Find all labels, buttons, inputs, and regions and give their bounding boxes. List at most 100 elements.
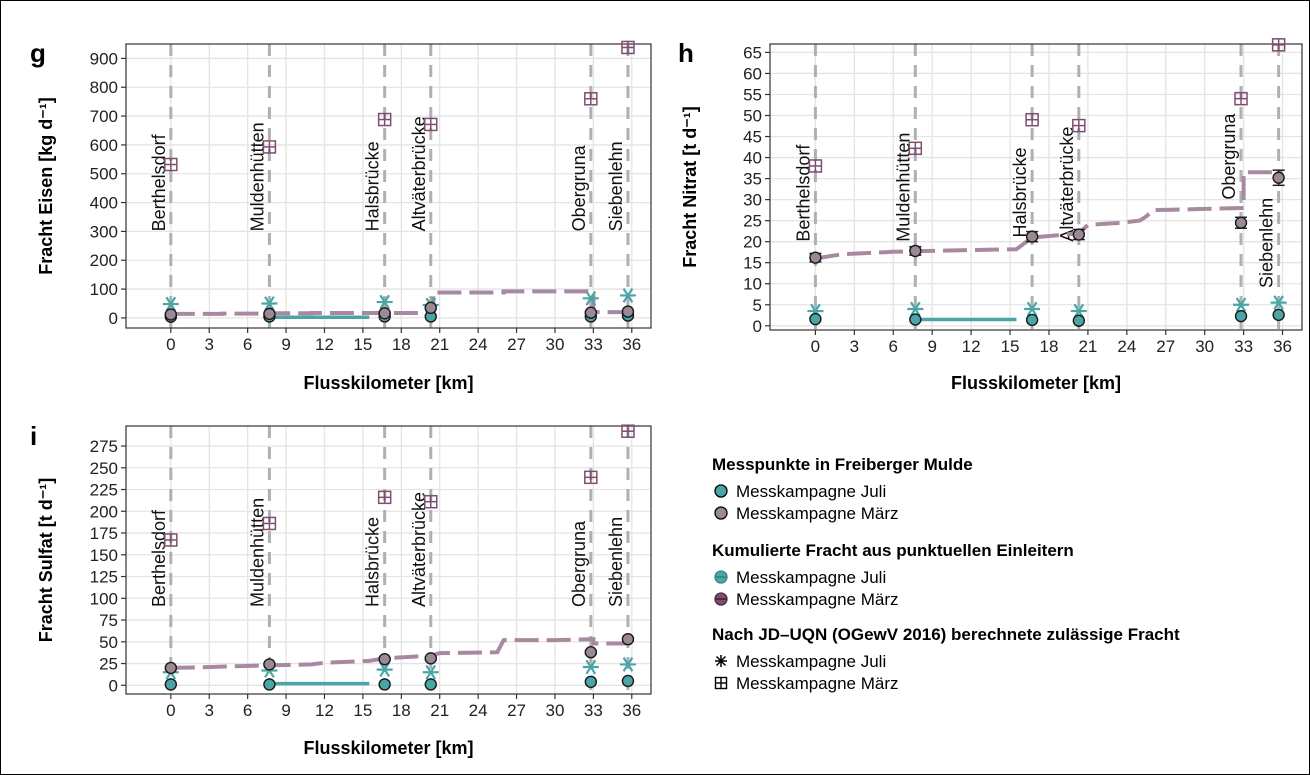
- july-measurement-point: [909, 313, 922, 326]
- y-tick-label: 50: [99, 633, 118, 652]
- legend-group1-title: Messpunkte in Freiberger Mulde: [712, 455, 973, 474]
- y-tick-label: 65: [743, 43, 762, 62]
- x-tick-label: 33: [584, 701, 603, 720]
- march-limit-marker: [262, 140, 277, 154]
- star-stroke: [1235, 297, 1247, 313]
- x-tick-label: 0: [166, 701, 175, 720]
- star-stroke: [585, 290, 597, 306]
- y-tick-label: 600: [90, 136, 118, 155]
- x-tick-label: 27: [1156, 337, 1175, 356]
- july-measurement-point: [1234, 309, 1248, 323]
- x-tick-label: 30: [546, 335, 565, 354]
- star-stroke: [165, 296, 177, 312]
- x-axis-label: Flusskilometer [km]: [303, 373, 473, 393]
- y-tick-label: 400: [90, 194, 118, 213]
- plot-frame: [769, 43, 1303, 331]
- y-axis-label: Fracht Nitrat [t d⁻¹]: [680, 106, 700, 268]
- july-limit-marker: [1270, 295, 1287, 311]
- july-limit-marker: [422, 664, 439, 680]
- july-limit-marker: [582, 659, 599, 675]
- x-tick-label: 0: [166, 335, 175, 354]
- y-tick-label: 15: [743, 254, 762, 273]
- y-tick-label: 55: [743, 85, 762, 104]
- y-tick-label: 200: [90, 251, 118, 270]
- july-limit-marker: [376, 294, 393, 310]
- legend-group2-item1: Messkampagne Juli: [736, 568, 886, 587]
- y-tick-label: 60: [743, 64, 762, 83]
- march-limit-marker: [377, 112, 392, 127]
- x-tick-label: 9: [281, 335, 290, 354]
- x-tick-label: 18: [392, 701, 411, 720]
- march-limit-marker: [808, 159, 823, 173]
- station-label: Siebenlehn: [1257, 198, 1277, 288]
- x-tick-label: 9: [927, 337, 936, 356]
- july-limit-marker: [376, 662, 393, 678]
- march-measurement-point: [378, 307, 391, 320]
- march-limit-marker: [584, 470, 598, 485]
- x-tick-label: 12: [962, 337, 981, 356]
- july-limit-marker: [261, 296, 278, 311]
- y-tick-label: 25: [99, 655, 118, 674]
- x-tick-label: 33: [1234, 337, 1253, 356]
- star-stroke: [379, 662, 390, 678]
- march-measurement-point: [424, 301, 437, 315]
- march-limit-marker: [1025, 112, 1039, 127]
- station-label: Obergruna: [569, 144, 589, 231]
- july-limit-marker: [1024, 301, 1041, 317]
- march-limit-marker: [262, 516, 277, 531]
- station-label: Berthelsdorf: [793, 144, 813, 242]
- march-measurement-point: [424, 652, 437, 665]
- legend-marker-march-point: [714, 506, 728, 520]
- legend-group3-item1: Messkampagne Juli: [736, 652, 886, 671]
- x-tick-label: 0: [811, 337, 820, 356]
- x-tick-label: 36: [622, 701, 641, 720]
- station-label: Muldenhütten: [893, 133, 913, 242]
- y-tick-label: 175: [90, 524, 118, 543]
- march-measurement-point: [1072, 228, 1086, 241]
- y-tick-label: 125: [90, 568, 118, 587]
- y-tick-label: 75: [99, 611, 118, 630]
- station-label: Altväterbrücke: [409, 492, 429, 607]
- july-measurement-point: [1072, 314, 1086, 327]
- march-measurement-point: [584, 306, 598, 319]
- x-tick-label: 15: [353, 335, 372, 354]
- legend-group3-item2: Messkampagne März: [736, 674, 899, 693]
- star-stroke: [622, 288, 634, 303]
- x-tick-label: 9: [281, 701, 290, 720]
- x-tick-label: 18: [392, 335, 411, 354]
- legend-marker-march-limit: [714, 676, 728, 690]
- x-tick-label: 6: [243, 701, 252, 720]
- march-limit-marker: [584, 92, 598, 106]
- x-tick-label: 12: [315, 701, 334, 720]
- star-stroke: [910, 301, 921, 317]
- x-tick-label: 3: [204, 335, 213, 354]
- legend-group2-item2: Messkampagne März: [736, 590, 899, 609]
- march-measurement-point: [909, 244, 922, 258]
- station-label: Siebenlehn: [606, 141, 626, 231]
- y-tick-label: 700: [90, 107, 118, 126]
- cumulative-march-line: [815, 170, 1283, 261]
- station-label: Berthelsdorf: [149, 133, 169, 231]
- x-tick-label: 27: [507, 701, 526, 720]
- station-label: Altväterbrücke: [409, 116, 429, 231]
- legend-group2-title: Kumulierte Fracht aus punktuellen Einlei…: [712, 541, 1074, 560]
- station-label: Obergruna: [569, 520, 589, 607]
- x-tick-label: 36: [622, 335, 641, 354]
- july-measurement-point: [584, 675, 598, 689]
- march-measurement-point: [621, 305, 635, 318]
- x-tick-label: 33: [584, 335, 603, 354]
- y-tick-label: 0: [753, 317, 762, 336]
- station-label: Siebenlehn: [606, 517, 626, 607]
- cumulative-march-line: [170, 289, 632, 316]
- march-limit-marker: [1271, 38, 1286, 52]
- july-limit-marker: [619, 657, 636, 672]
- x-tick-label: 27: [507, 335, 526, 354]
- march-measurement-point: [378, 652, 391, 666]
- plot-frame: [125, 43, 652, 329]
- july-measurement-point: [809, 312, 822, 326]
- y-tick-label: 100: [90, 280, 118, 299]
- star-stroke: [264, 296, 275, 311]
- legend-group1-item2: Messkampagne März: [736, 504, 899, 523]
